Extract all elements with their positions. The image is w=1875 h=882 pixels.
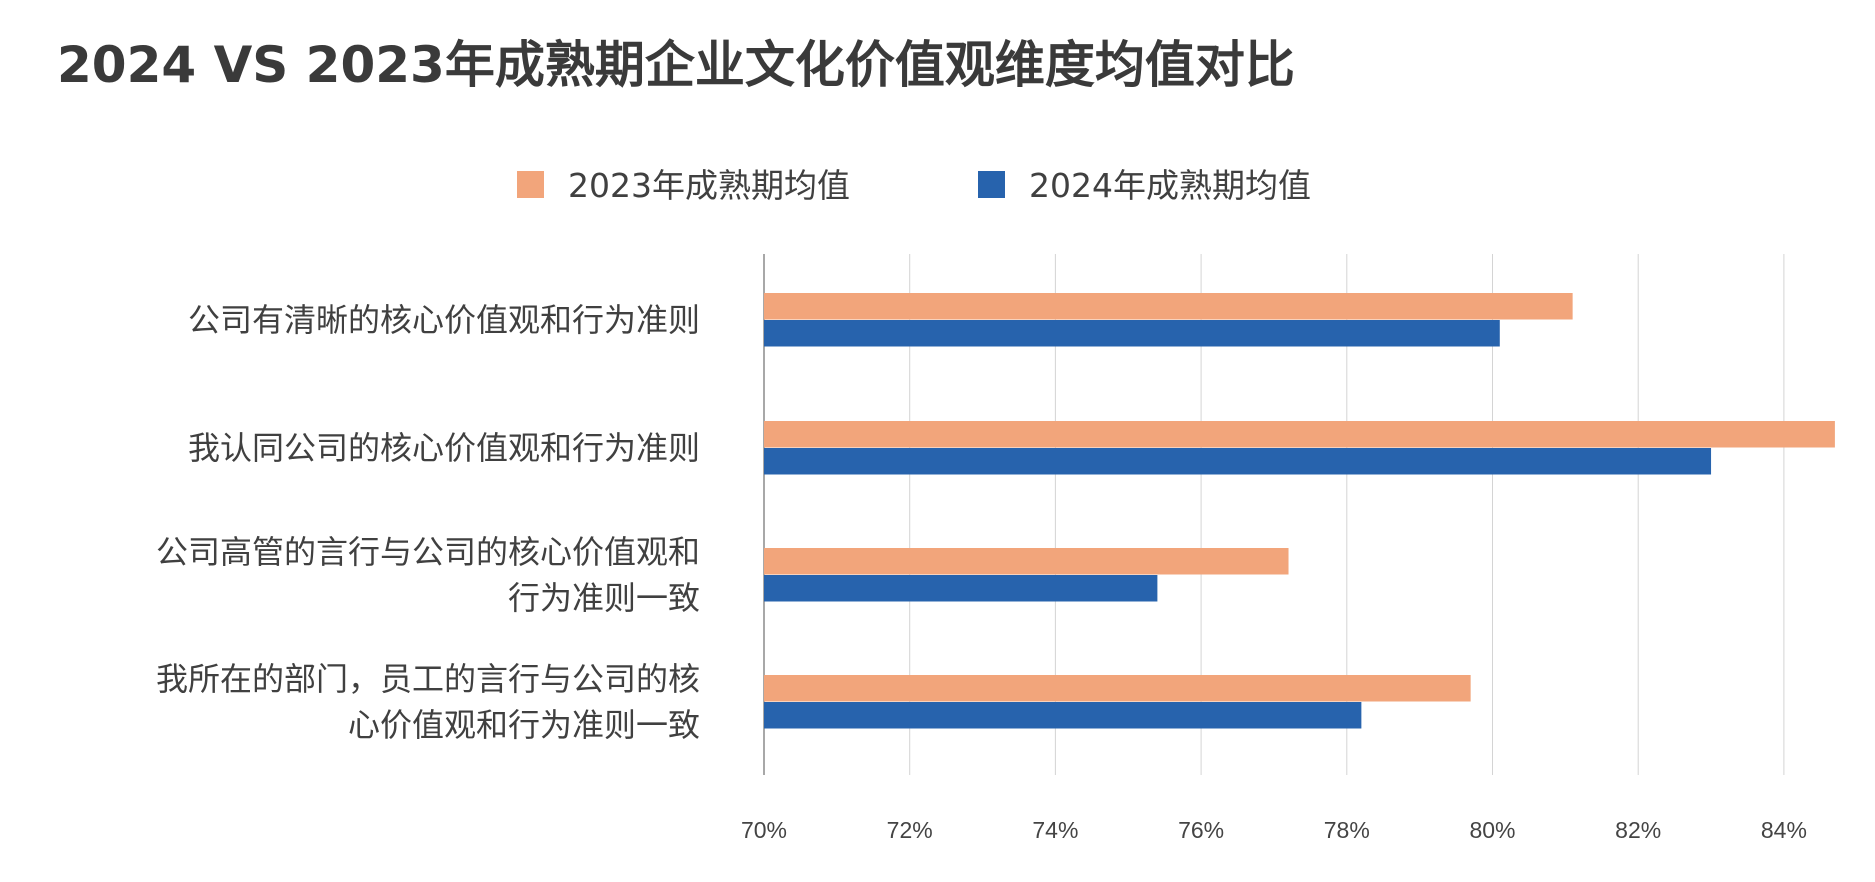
bar-2024 (764, 320, 1500, 347)
category-label: 公司高管的言行与公司的核心价值观和 (156, 533, 700, 571)
legend-swatch (978, 171, 1005, 198)
category-labels: 公司有清晰的核心价值观和行为准则我认同公司的核心价值观和行为准则公司高管的言行与… (156, 301, 700, 744)
category-label: 心价值观和行为准则一致 (348, 706, 700, 744)
legend: 2023年成熟期均值 2024年成熟期均值 (517, 166, 1311, 205)
x-tick-label: 78% (1324, 817, 1370, 843)
x-axis-ticks: 70% 72% 74% 76% 78% 80% 82% 84% (741, 817, 1807, 843)
bar-2024 (764, 575, 1158, 602)
legend-swatch (517, 171, 544, 198)
x-tick-label: 72% (887, 817, 933, 843)
x-tick-label: 70% (741, 817, 787, 843)
x-tick-label: 84% (1761, 817, 1807, 843)
chart-title: 2024 VS 2023年成熟期企业文化价值观维度均值对比 (57, 36, 1295, 94)
x-tick-label: 82% (1615, 817, 1661, 843)
category-label: 我认同公司的核心价值观和行为准则 (188, 429, 700, 467)
legend-label: 2024年成熟期均值 (1029, 166, 1311, 205)
legend-label: 2023年成熟期均值 (568, 166, 850, 205)
x-tick-label: 80% (1469, 817, 1515, 843)
bar-2023 (764, 421, 1835, 448)
bar-2023 (764, 293, 1573, 320)
category-label: 我所在的部门，员工的言行与公司的核 (156, 660, 700, 698)
bar-2024 (764, 702, 1362, 729)
bar-2024 (764, 448, 1712, 475)
bar-2023 (764, 548, 1289, 575)
category-label: 公司有清晰的核心价值观和行为准则 (188, 301, 700, 339)
x-tick-label: 74% (1032, 817, 1078, 843)
x-tick-label: 76% (1178, 817, 1224, 843)
bars (764, 293, 1835, 729)
category-label: 行为准则一致 (508, 579, 700, 617)
bar-2023 (764, 675, 1471, 702)
